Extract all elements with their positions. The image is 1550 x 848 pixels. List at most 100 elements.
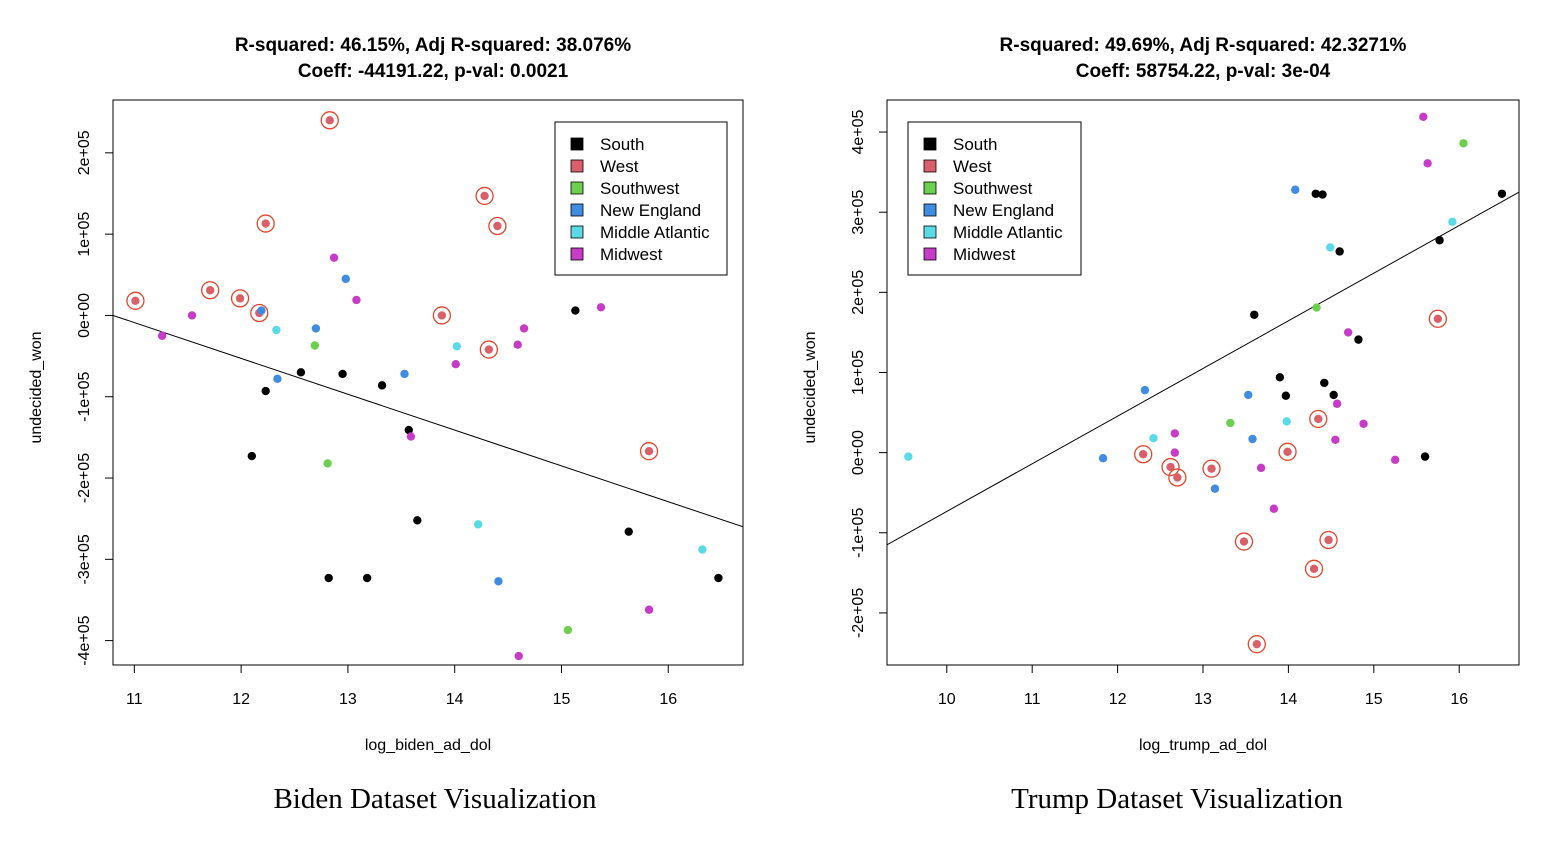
x-tick-label: 11 [1024, 691, 1041, 708]
data-point [714, 573, 723, 583]
x-axis: 10 11 12 13 14 15 16 [938, 665, 1468, 708]
series-midwest [157, 253, 654, 661]
y-tick-label: 0e+00 [76, 293, 93, 338]
highlight-ring [1319, 530, 1338, 550]
data-point [1433, 314, 1443, 323]
regression-line [887, 191, 1519, 546]
data-point [514, 651, 523, 661]
y-tick-label: 2e+05 [76, 130, 93, 175]
series-south [247, 306, 723, 583]
regression-line [113, 314, 743, 528]
highlight-ring [230, 289, 250, 308]
data-point [329, 253, 339, 262]
data-point [1098, 454, 1108, 463]
chart-title: R-squared: 49.69%, Adj R-squared: 42.327… [1000, 35, 1407, 56]
data-point [1250, 310, 1259, 319]
data-point [451, 360, 460, 369]
legend-label: West [600, 157, 639, 176]
x-tick-label: 14 [446, 691, 464, 708]
data-point [1497, 189, 1507, 198]
highlight-ring [256, 214, 275, 233]
legend-label: Midwest [953, 245, 1016, 264]
x-axis-label: log_trump_ad_dol [1139, 737, 1267, 754]
data-point [1170, 429, 1180, 438]
legend: South West Southwest New England Middle Atla… [554, 121, 728, 276]
data-point [261, 386, 270, 396]
y-tick-label: -2e+05 [850, 588, 867, 638]
data-point [325, 116, 334, 125]
highlight-ring [1278, 442, 1297, 461]
data-point [273, 374, 282, 384]
highlight-ring [479, 340, 499, 359]
highlight-ring [1309, 409, 1328, 429]
y-tick-label: 1e+05 [850, 350, 867, 395]
highlight-ring [1304, 559, 1324, 578]
data-point [571, 306, 580, 315]
legend-swatch [923, 137, 937, 151]
highlight-ring [475, 186, 494, 206]
highlight-ring [639, 442, 659, 461]
data-point [494, 577, 503, 586]
data-point [272, 325, 281, 335]
highlight-ring [1161, 457, 1180, 477]
data-point [1282, 417, 1291, 426]
legend-label: Southwest [953, 179, 1033, 198]
highlight-ring [1428, 309, 1448, 328]
legend-label: New England [953, 201, 1054, 220]
highlight-ring [432, 306, 452, 325]
highlight-ring [126, 291, 145, 310]
data-point [1281, 391, 1291, 400]
data-point [235, 294, 245, 303]
series-new-england [1098, 185, 1300, 493]
legend-label: West [953, 157, 992, 176]
x-tick-label: 15 [1365, 691, 1383, 708]
data-point [1423, 159, 1432, 168]
data-point [1320, 378, 1329, 388]
data-point [205, 286, 215, 295]
data-point [131, 296, 140, 305]
y-tick-label: 4e+05 [850, 109, 867, 154]
x-tick-label: 12 [1109, 691, 1127, 708]
data-point [1314, 414, 1323, 424]
data-point [1244, 390, 1253, 400]
highlight-ring [1202, 459, 1221, 478]
data-point [1390, 455, 1400, 465]
data-point [1207, 464, 1216, 473]
data-point [400, 369, 409, 379]
data-point [1173, 473, 1182, 482]
highlight-ring [1168, 468, 1187, 487]
data-point [1139, 450, 1148, 459]
series-southwest [1226, 139, 1468, 428]
legend-swatch [923, 247, 937, 261]
chart-panel-1: R-squared: 46.15%, Adj R-squared: 38.076… [28, 35, 744, 815]
data-point [377, 381, 387, 390]
series-west [1134, 309, 1448, 654]
data-point [247, 451, 257, 461]
data-point [1318, 190, 1327, 199]
data-point [1170, 448, 1180, 457]
data-point [1331, 435, 1340, 445]
legend-label: South [600, 135, 644, 154]
chart-subtitle: Coeff: 58754.22, p-val: 3e-04 [1076, 61, 1331, 82]
data-point [452, 342, 462, 351]
x-axis-label: log_biden_ad_dol [365, 737, 491, 754]
data-point [484, 345, 494, 354]
x-tick-label: 14 [1280, 691, 1298, 708]
y-tick-label: 2e+05 [850, 270, 867, 315]
x-tick-label: 11 [126, 691, 143, 708]
data-point [324, 573, 333, 583]
x-tick-label: 16 [1450, 691, 1468, 708]
series-middle-atlantic [904, 217, 1457, 461]
legend-swatch [570, 181, 584, 195]
data-point [480, 191, 489, 201]
data-point [473, 520, 483, 529]
y-tick-label: -3e+05 [76, 534, 93, 584]
data-point [513, 340, 522, 349]
y-axis-label: undecided_won [28, 331, 45, 443]
data-point [644, 446, 654, 456]
data-point [1420, 452, 1430, 461]
data-point [596, 303, 606, 312]
y-tick-label: -2e+05 [76, 453, 93, 503]
y-tick-label: 3e+05 [850, 190, 867, 235]
data-point [1459, 139, 1468, 148]
